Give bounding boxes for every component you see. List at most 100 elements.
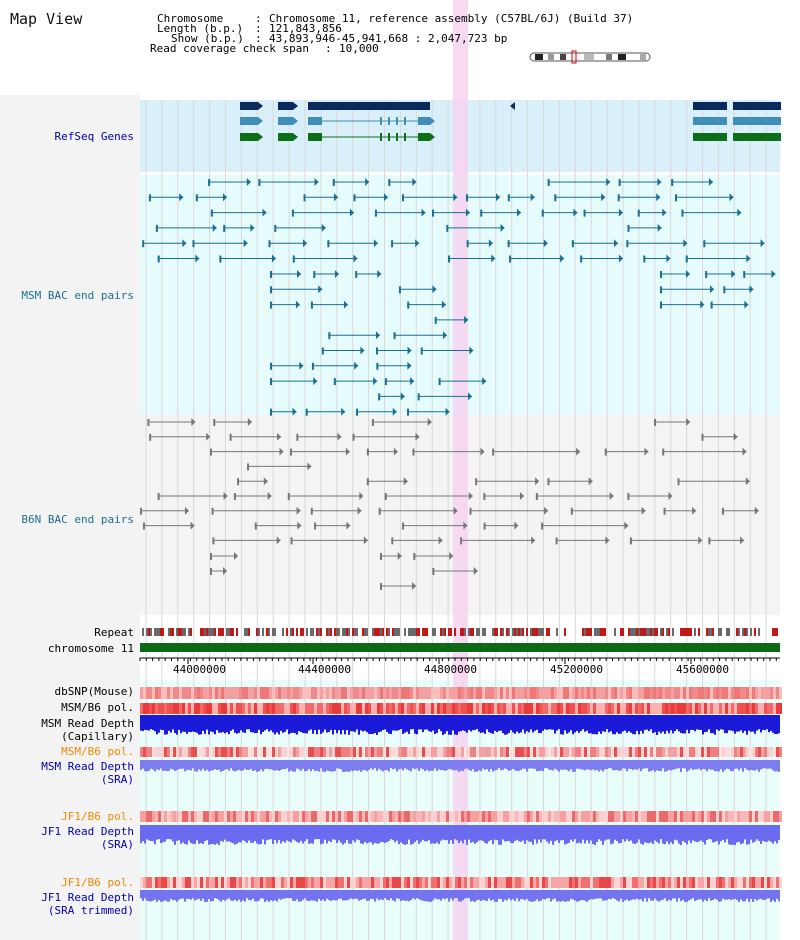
- repeat-segment: [698, 628, 700, 636]
- msm-depth-cap-bar: [628, 715, 630, 732]
- jf1-depth-bar: [748, 825, 750, 845]
- jf1-pol-trim-cell: [638, 877, 641, 888]
- track-label-chromosome[interactable]: chromosome 11: [47, 642, 134, 655]
- track-label-jf1-depth[interactable]: JF1 Read Depth: [41, 825, 134, 838]
- dbsnp-cell: [755, 687, 758, 699]
- msm-pol-sra-cell: [581, 747, 584, 757]
- jf1-pol-trim-cell: [545, 877, 548, 888]
- repeat-segment: [594, 628, 596, 636]
- repeat-segment: [312, 628, 314, 636]
- repeat-segment: [642, 628, 644, 636]
- msm-depth-cap-bar: [728, 715, 730, 731]
- msm-pol-cell: [278, 703, 281, 714]
- jf1-pol-trim-cell: [191, 877, 194, 888]
- jf1-depth-bar: [338, 825, 340, 841]
- msm-pol-sra-cell: [533, 747, 536, 757]
- jf1-trim-depth-bar: [260, 890, 262, 899]
- jf1-depth-bar: [500, 825, 502, 845]
- msm-depth-sra-bar: [532, 760, 534, 769]
- track-label-refseq[interactable]: RefSeq Genes: [54, 130, 134, 143]
- msm-depth-sra-bar: [436, 760, 438, 772]
- msm-depth-cap-bar: [144, 715, 146, 730]
- repeat-segment: [530, 628, 532, 636]
- dbsnp-cell: [215, 687, 218, 699]
- msm-pol-sra-cell: [626, 747, 629, 757]
- jf1-pol-cell: [260, 811, 263, 822]
- jf1-depth-bar: [492, 825, 494, 845]
- track-label-jf1-depth-trimmed[interactable]: JF1 Read Depth: [41, 891, 134, 904]
- msm-depth-sra-bar: [540, 760, 542, 771]
- msm-depth-sra-bar: [652, 760, 654, 771]
- jf1-depth-bar: [502, 825, 504, 840]
- jf1-pol-cell: [515, 811, 518, 822]
- dbsnp-cell: [206, 687, 209, 699]
- jf1-depth-bar: [538, 825, 540, 840]
- msm-depth-cap-bar: [752, 715, 754, 732]
- msm-pol-sra-cell: [251, 747, 254, 757]
- msm-depth-sra-bar: [314, 760, 316, 771]
- repeat-segment: [382, 628, 384, 636]
- track-label-repeat[interactable]: Repeat: [94, 626, 134, 639]
- repeat-segment: [146, 628, 148, 636]
- msm-pol-sra-cell: [491, 747, 494, 757]
- repeat-segment: [212, 628, 214, 636]
- bac-end-arrow: [740, 536, 745, 545]
- dbsnp-cell: [266, 687, 269, 699]
- msm-depth-cap-bar: [620, 715, 622, 734]
- track-label-jf1-depth-trimmed-sub: (SRA trimmed): [47, 904, 134, 917]
- jf1-depth-bar: [280, 825, 282, 844]
- track-label-msm-b6-pol[interactable]: MSM/B6 pol.: [61, 701, 134, 714]
- jf1-trim-depth-bar: [460, 890, 462, 902]
- jf1-depth-bar: [644, 825, 646, 843]
- jf1-depth-bar: [386, 825, 388, 843]
- msm-depth-cap-bar: [530, 715, 532, 730]
- jf1-trim-depth-bar: [744, 890, 746, 902]
- bac-end: [710, 301, 713, 309]
- jf1-trim-depth-bar: [174, 890, 176, 901]
- msm-depth-sra-bar: [456, 760, 458, 771]
- jf1-trim-depth-bar: [446, 890, 448, 899]
- dbsnp-cell: [257, 687, 260, 699]
- track-label-msm-bac[interactable]: MSM BAC end pairs: [21, 289, 134, 302]
- jf1-trim-depth-bar: [630, 890, 632, 901]
- track-label-jf1-pol[interactable]: JF1/B6 pol.: [61, 810, 134, 823]
- msm-depth-cap-bar: [194, 715, 196, 732]
- msm-depth-sra-bar: [408, 760, 410, 771]
- msm-depth-cap-bar: [428, 715, 430, 732]
- msm-depth-cap-bar: [284, 715, 286, 732]
- msm-pol-cell: [374, 703, 377, 714]
- repeat-segment: [726, 628, 728, 636]
- msm-pol-cell: [275, 703, 278, 714]
- msm-depth-sra-bar: [418, 760, 420, 771]
- dbsnp-cell: [536, 687, 539, 699]
- jf1-depth-bar: [222, 825, 224, 842]
- track-label-msm-depth-sra[interactable]: MSM Read Depth: [41, 760, 134, 773]
- track-label-b6n-bac[interactable]: B6N BAC end pairs: [21, 513, 134, 526]
- bac-end-arrow: [250, 223, 255, 232]
- repeat-segment: [636, 628, 638, 636]
- track-label-msm-depth-capillary[interactable]: MSM Read Depth: [41, 717, 134, 730]
- msm-pol-cell: [272, 703, 275, 714]
- track-label-dbsnp[interactable]: dbSNP(Mouse): [54, 685, 134, 698]
- dbsnp-cell: [674, 687, 677, 699]
- msm-pol-cell: [572, 703, 575, 714]
- track-label-msm-b6-pol-sra[interactable]: MSM/B6 pol.: [61, 745, 134, 758]
- msm-depth-sra-bar: [216, 760, 218, 771]
- jf1-depth-bar: [156, 825, 158, 840]
- jf1-depth-bar: [494, 825, 496, 840]
- bac-end-arrow: [657, 223, 662, 232]
- msm-pol-sra-cell: [578, 747, 581, 757]
- jf1-depth-bar: [166, 825, 168, 840]
- jf1-pol-cell: [221, 811, 224, 822]
- repeat-segment: [398, 628, 400, 636]
- msm-pol-sra-cell: [323, 747, 326, 757]
- jf1-pol-cell: [275, 811, 278, 822]
- track-label-jf1-pol-trim[interactable]: JF1/B6 pol.: [61, 876, 134, 889]
- msm-depth-sra-bar: [376, 760, 378, 771]
- jf1-depth-bar: [390, 825, 392, 840]
- jf1-pol-cell: [719, 811, 722, 822]
- msm-depth-sra-bar: [296, 760, 298, 769]
- bac-end-arrow: [354, 361, 359, 370]
- msm-depth-sra-bar: [198, 760, 200, 770]
